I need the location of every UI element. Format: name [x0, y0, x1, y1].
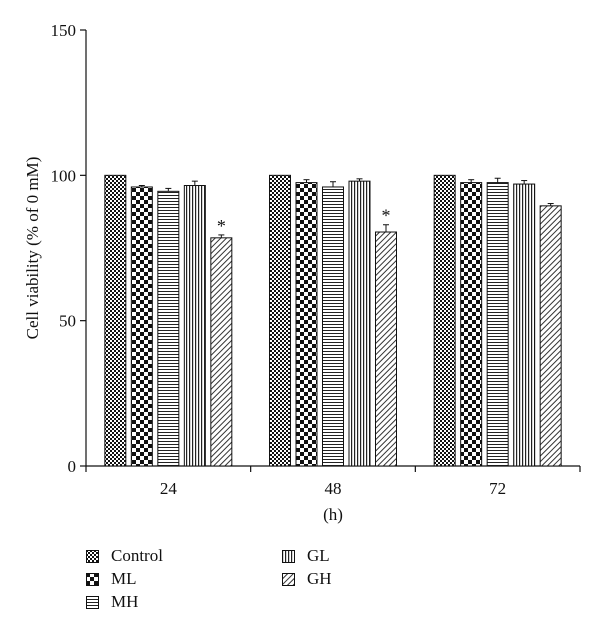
legend-swatch	[282, 549, 295, 563]
significance-star: *	[217, 216, 226, 236]
bars	[104, 174, 562, 467]
x-tick-label: 24	[160, 479, 178, 498]
legend-swatch-fill	[86, 549, 99, 563]
bar-gl-72	[513, 183, 536, 467]
bar-ml-24	[130, 186, 153, 467]
legend-swatch	[282, 572, 295, 586]
legend-swatch-fill	[86, 595, 99, 609]
legend-item-gl: GL	[282, 545, 330, 567]
legend-label: Control	[111, 546, 163, 565]
y-tick-label: 50	[59, 312, 76, 331]
legend-swatch-fill	[282, 572, 295, 586]
legend-label: MH	[111, 592, 139, 611]
legend-item-ml: ML	[86, 568, 137, 590]
legend-item-mh: MH	[86, 591, 138, 613]
bar-gh-24	[210, 237, 233, 467]
bar-control-72	[433, 174, 456, 467]
x-tick-label: 72	[489, 479, 506, 498]
legend-swatch	[86, 595, 99, 609]
error-bars	[138, 177, 554, 238]
y-tick-label: 100	[51, 166, 77, 185]
bar-mh-48	[322, 186, 344, 467]
x-ticks: 24 48 72	[85, 466, 581, 498]
x-axis-label: (h)	[323, 505, 343, 524]
bar-ml-72	[460, 182, 483, 467]
bar-gh-48	[375, 231, 397, 467]
y-ticks: 0 50 100 150	[51, 21, 86, 476]
bar-control-24	[104, 174, 127, 467]
legend-swatch	[86, 549, 99, 563]
bar-gl-24	[183, 185, 206, 467]
legend-item-gh: GH	[282, 568, 332, 590]
legend-label: ML	[111, 569, 137, 588]
y-axis-label: Cell viability (% of 0 mM)	[23, 157, 42, 340]
bar-mh-72	[486, 182, 509, 467]
significance-star: *	[382, 206, 391, 226]
legend-swatch	[86, 572, 99, 586]
bar-gh-72	[539, 205, 562, 467]
legend: Control ML MH GL GH	[86, 545, 446, 625]
y-tick-label: 150	[51, 21, 77, 40]
y-tick-label: 0	[68, 457, 77, 476]
legend-label: GL	[307, 546, 330, 565]
legend-label: GH	[307, 569, 332, 588]
annotations: **	[217, 206, 391, 236]
legend-item-control: Control	[86, 545, 163, 567]
legend-swatch-fill	[86, 572, 99, 586]
bar-gl-48	[348, 180, 371, 467]
legend-swatch-fill	[282, 549, 295, 563]
x-tick-label: 48	[325, 479, 342, 498]
bar-mh-24	[157, 190, 180, 467]
bar-control-48	[269, 174, 291, 467]
bar-ml-48	[295, 182, 318, 467]
